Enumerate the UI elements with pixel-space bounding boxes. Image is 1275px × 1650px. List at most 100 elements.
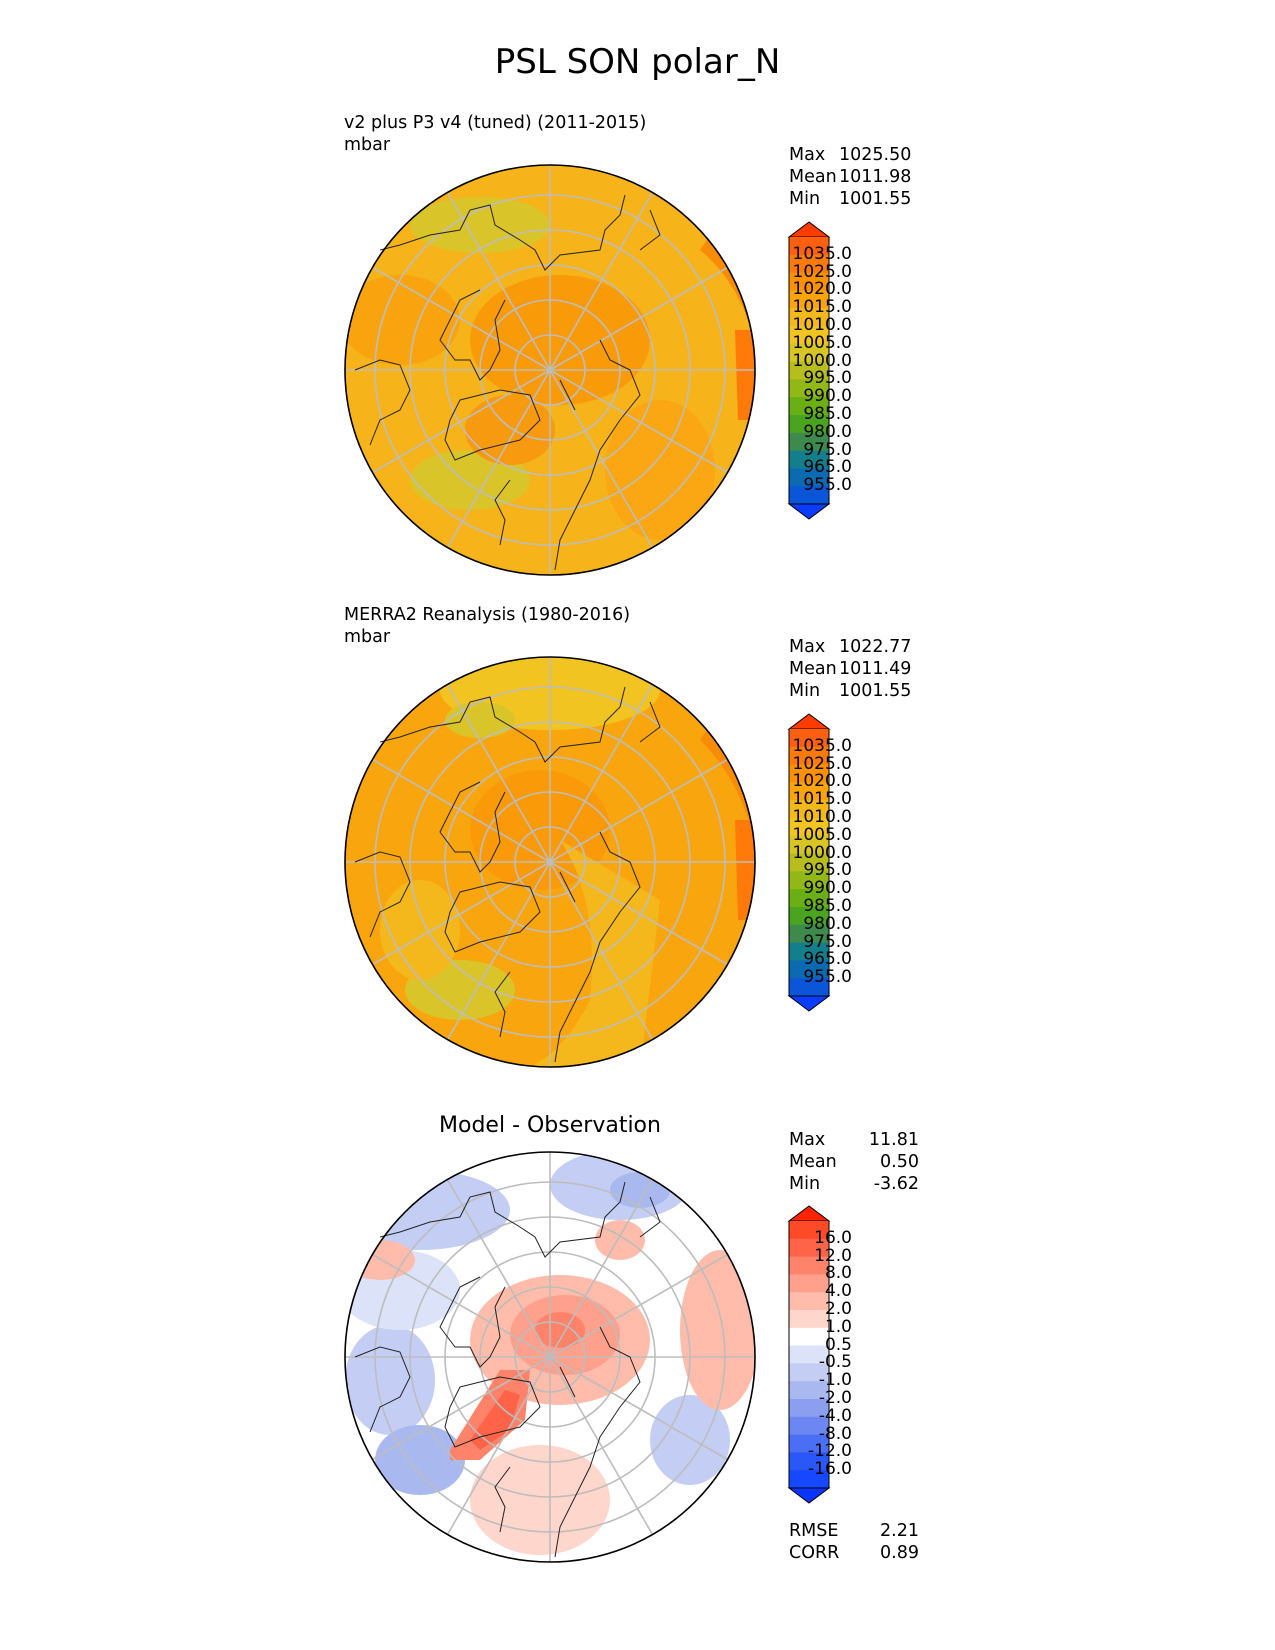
colorbar-segment — [789, 361, 829, 380]
stat-label: Min — [789, 681, 821, 701]
metric-value: 0.89 — [880, 1543, 919, 1563]
colorbar-segment — [789, 978, 829, 997]
map-boundary — [344, 656, 756, 1068]
stat-label: Mean — [789, 1152, 837, 1172]
stat-label: Max — [789, 145, 826, 165]
colorbar-segment — [789, 729, 829, 748]
map-boundary — [344, 1151, 756, 1563]
meridian-line — [549, 758, 728, 863]
stat-value: 1011.49 — [839, 659, 912, 679]
meridian-line — [446, 1179, 551, 1358]
panel-3-title: Model - Observation — [439, 1113, 661, 1138]
colorbar-segment — [789, 1470, 829, 1489]
colorbar-tick-label: 955.0 — [803, 475, 852, 496]
meridian-line — [372, 369, 551, 474]
colorbar-tick-label: 1005.0 — [792, 332, 852, 353]
colorbar-segment — [789, 907, 829, 926]
colorbar-tick-label: 4.0 — [824, 1281, 852, 1302]
colorbar-segment — [789, 960, 829, 979]
metric-value: 2.21 — [880, 1521, 919, 1541]
stat-value: -3.62 — [873, 1174, 919, 1194]
colorbar-tick-label: -8.0 — [818, 1423, 852, 1444]
colorbar-segment — [789, 1221, 829, 1240]
coastline — [354, 1181, 661, 1558]
stat-label: Min — [789, 1174, 821, 1194]
colorbar-tick-label: 985.0 — [803, 404, 852, 424]
colorbar-tick-label: 965.0 — [803, 457, 852, 478]
meridian-line — [372, 861, 551, 966]
meridian-line — [549, 369, 728, 474]
colorbar-tick-label: 16.0 — [814, 1227, 852, 1248]
colorbar-segment — [789, 326, 829, 345]
meridian-line — [446, 192, 551, 371]
colorbar-segment — [789, 272, 829, 291]
colorbar-tick-label: -2.0 — [818, 1388, 852, 1408]
colorbar-tick-label: 985.0 — [803, 896, 852, 916]
colorbar-segment — [789, 1381, 829, 1400]
colorbar-segment — [789, 1274, 829, 1293]
panel-1-units: mbar — [344, 135, 391, 155]
colorbar-tick-label: -16.0 — [808, 1459, 852, 1480]
colorbar-tick-label: -1.0 — [818, 1370, 852, 1391]
stat-label: Max — [789, 1130, 826, 1150]
meridian-line — [372, 266, 551, 371]
stat-value: 0.50 — [880, 1152, 919, 1172]
colorbar-segment — [789, 1310, 829, 1329]
colorbar-tick-label: 1025.0 — [792, 261, 852, 282]
stat-label: Mean — [789, 659, 837, 679]
colorbar-segment — [789, 415, 829, 434]
meridian-line — [549, 369, 654, 548]
map-boundary — [344, 164, 756, 576]
colorbar-segment — [789, 1238, 829, 1258]
colorbar-segment — [789, 237, 829, 256]
colorbar-segment — [789, 871, 829, 890]
colorbar-segment — [789, 432, 829, 452]
colorbar-segment — [789, 1434, 829, 1453]
meridian-line — [549, 192, 654, 371]
figure-title: PSL SON polar_N — [494, 42, 781, 82]
colorbar-segment — [789, 800, 829, 819]
colorbar-tick-label: 1020.0 — [792, 279, 852, 300]
colorbar-segment — [789, 889, 829, 908]
stat-label: Min — [789, 189, 821, 209]
colorbar-tick-label: 12.0 — [814, 1245, 852, 1266]
panel-1-stats: Max 1025.50 Mean 1011.98 Min 1001.55 — [789, 144, 911, 210]
colorbar-outline — [788, 1221, 830, 1488]
colorbar-segment — [789, 764, 829, 783]
colorbar-tick-label: 1015.0 — [792, 789, 852, 810]
stat-label: Mean — [789, 167, 837, 187]
stat-value: 1001.55 — [839, 681, 912, 701]
colorbar-segment — [789, 782, 829, 801]
colorbar-segment — [789, 290, 829, 309]
colorbar-tick-label: 990.0 — [803, 386, 852, 407]
colorbar-tick-label: 2.0 — [824, 1299, 852, 1319]
meridian-line — [549, 1179, 654, 1358]
colorbar-tick-label: 965.0 — [803, 949, 852, 970]
meridian-line — [446, 1356, 551, 1535]
stat-value: 1022.77 — [839, 637, 912, 657]
colorbar-segment — [789, 853, 829, 872]
colorbar-arrow-bottom — [787, 1487, 831, 1504]
colorbar-segment — [789, 397, 829, 416]
meridian-line — [549, 266, 728, 371]
colorbar-tick-label: 8.0 — [824, 1263, 852, 1284]
colorbar-tick-label: 1025.0 — [792, 753, 852, 774]
stat-value: 11.81 — [868, 1130, 919, 1150]
meridian-line — [549, 684, 654, 863]
colorbar-tick-label: 1000.0 — [792, 350, 852, 371]
colorbar-tick-label: 995.0 — [803, 860, 852, 881]
meridian-line — [446, 369, 551, 548]
stat-label: Max — [789, 637, 826, 657]
colorbar-segment — [789, 1292, 829, 1311]
colorbar-tick-label: -0.5 — [818, 1352, 852, 1373]
metric-label: CORR — [789, 1543, 840, 1563]
colorbar-tick-label: 990.0 — [803, 878, 852, 899]
colorbar-tick-label: 1010.0 — [792, 315, 852, 335]
colorbar-tick-label: 0.5 — [824, 1334, 852, 1355]
colorbar-tick-label: -4.0 — [818, 1405, 852, 1426]
meridian-line — [549, 1356, 728, 1461]
colorbar-tick-label: -12.0 — [808, 1441, 852, 1462]
colorbar-segment — [789, 1452, 829, 1471]
